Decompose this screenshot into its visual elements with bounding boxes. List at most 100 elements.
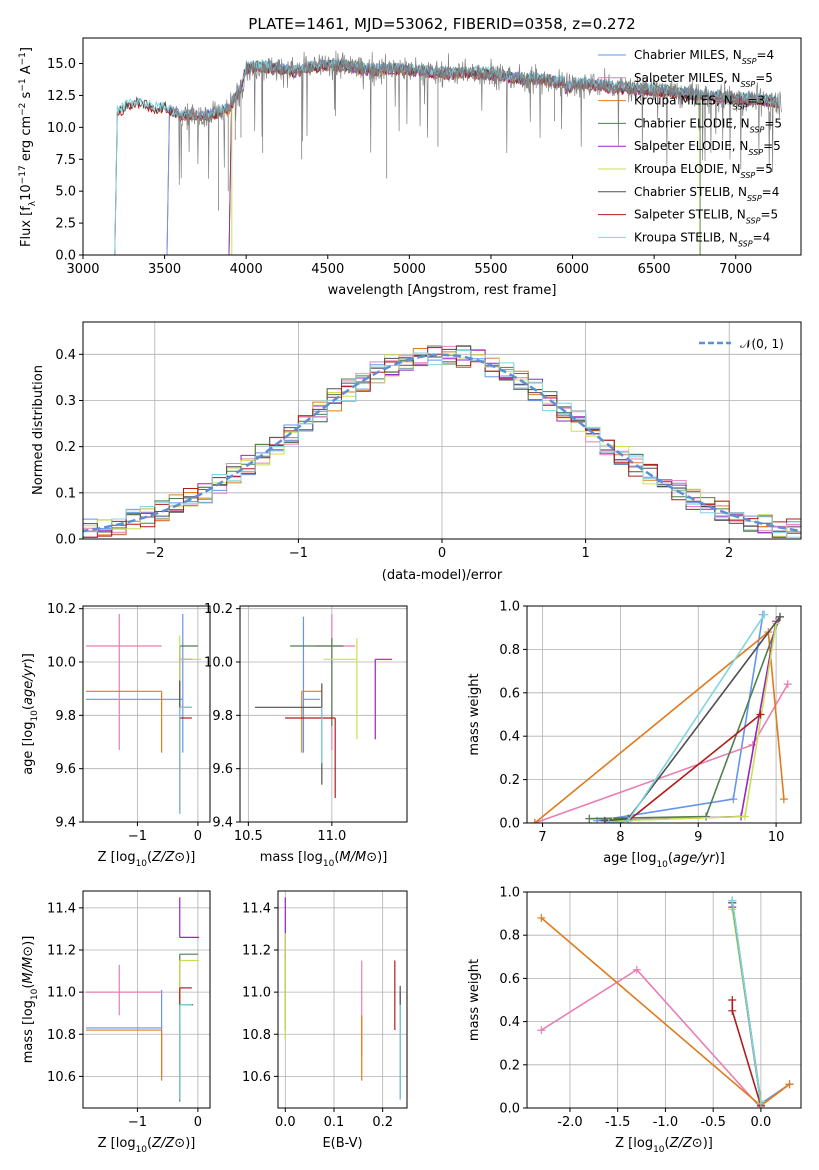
y-tick-label: 0.4 (55, 348, 76, 363)
spectrum-axes-frame (82, 37, 802, 256)
series-marker (728, 1006, 737, 1015)
series-marker (760, 610, 769, 619)
gauss-legend-label: 𝒩(0, 1) (740, 337, 784, 351)
y-tick-label: 0.6 (499, 686, 520, 701)
y-tick-label: 9.4 (55, 816, 76, 831)
weight-vs-metallicity-panel: -2.0 -1.5 -1.0 -0.5 0.0 0.0 0.2 0.4 0.6 0.8 1.0 Z [… (467, 886, 802, 1155)
series-marker (756, 1099, 765, 1108)
series-marker (740, 812, 749, 821)
legend-subscript: SSP (738, 239, 753, 248)
x-tick-label: 11.0 (317, 829, 346, 844)
y-tick-label: 10.0 (204, 656, 233, 671)
y-axis-label: Flux [fλ10−17 erg cm−2 s−1 A−1] (18, 47, 38, 247)
errorbar-kroupa-stelib (179, 706, 192, 814)
y-axis-label-part: −1 (18, 52, 28, 65)
x-tick-label: −1 (128, 1115, 147, 1130)
x-tick-label: -1.5 (605, 1115, 630, 1130)
y-axis-label-part: Flux [f (19, 206, 34, 247)
y-tick-label: 0.2 (499, 773, 520, 788)
label-subscript: 10 (323, 859, 335, 869)
label-text: )] (21, 936, 36, 946)
y-tick-label: 0.4 (499, 730, 520, 745)
y-tick-label: 10.0 (47, 121, 76, 136)
legend-count: =5 (755, 162, 773, 176)
label-text: ( (21, 705, 36, 710)
series-marker (785, 1080, 794, 1089)
errorbar-kroupa-miles (86, 690, 163, 753)
x-tick-label: -2.0 (557, 1115, 582, 1130)
label-text: mass [log (260, 850, 323, 865)
x-tick-label: 1 (581, 546, 589, 561)
y-axis-label-part: s (19, 91, 34, 102)
y-tick-label: 9.6 (212, 762, 233, 777)
axes-frame (526, 605, 802, 824)
axes-frame (526, 891, 802, 1109)
x-tick-label: 3500 (148, 262, 181, 277)
legend-label: Chabrier STELIB, NSSP=4 (634, 185, 779, 203)
observed-spectrum (174, 50, 782, 185)
x-axis-label: age [log10(age/yr)] (603, 851, 725, 870)
gaussian-curve (83, 353, 801, 533)
y-tick-label: 0.8 (499, 643, 520, 658)
y-tick-label: 10.6 (47, 1070, 76, 1085)
legend-count: =4 (762, 185, 780, 199)
x-tick-label: 0.2 (372, 1115, 393, 1130)
x-tick-label: 6000 (556, 262, 589, 277)
x-tick-label: 7000 (719, 262, 752, 277)
x-tick-label: 9 (694, 830, 702, 845)
y-tick-label: 11.0 (47, 986, 76, 1001)
x-tick-label: 0 (438, 546, 446, 561)
legend-subscript: SSP (742, 57, 757, 66)
label-text: )] (21, 653, 36, 663)
legend-label: Kroupa ELODIE, NSSP=5 (634, 162, 773, 180)
legend-imf: Chabrier (634, 185, 689, 199)
y-tick-label: 11.4 (242, 901, 271, 916)
y-axis-label: age [log10(age/yr)] (21, 653, 40, 775)
x-tick-label: 5500 (474, 262, 507, 277)
errorbar-chabrier-miles (86, 614, 184, 753)
y-axis-label-part: ] (19, 47, 34, 52)
grid (83, 891, 210, 1108)
y-tick-label: 12.5 (47, 89, 76, 104)
age-vs-mass-panel: 10.5 11.0 9.4 9.6 9.8 10.0 10.2 mass [log10(M/M… (204, 602, 408, 869)
series-marker (702, 812, 711, 821)
legend-library: MILES, N (688, 71, 740, 85)
series-marker (632, 965, 641, 974)
x-tick-label: -1.0 (653, 1115, 678, 1130)
legend-imf: Chabrier (634, 48, 689, 62)
label-text: )] (185, 850, 195, 865)
y-axis-label-part: −17 (18, 165, 28, 184)
series-kroupa-stelib (604, 610, 769, 823)
label-text: ( (665, 1136, 670, 1151)
x-tick-label: 5000 (393, 262, 426, 277)
label-text: Z [log (615, 1136, 653, 1151)
ticks: 10.5 11.0 9.4 9.6 9.8 10.0 10.2 (204, 602, 346, 844)
series-marker (537, 1026, 546, 1035)
y-tick-label: 0.2 (55, 440, 76, 455)
axes-frame (82, 890, 211, 1109)
label-italic: Z/Z⊙ (669, 1136, 703, 1151)
legend-label: Salpeter ELODIE, NSSP=5 (634, 139, 781, 157)
errorbar-salpeter-miles (86, 614, 162, 750)
y-tick-label: 0.8 (499, 929, 520, 944)
spectrum-panel: PLATE=1461, MJD=53062, FIBERID=0358, z=0… (18, 15, 802, 298)
axes-frame (277, 890, 408, 1109)
x-tick-label: −2 (145, 546, 164, 561)
y-tick-label: 9.8 (212, 709, 233, 724)
label-text: ( (334, 850, 339, 865)
y-axis-label-part: A (19, 65, 34, 78)
y-tick-label: 0.0 (499, 817, 520, 832)
legend-label: Chabrier ELODIE, NSSP=5 (634, 116, 782, 133)
label-text: )] (185, 1136, 195, 1151)
y-tick-label: 11.2 (242, 943, 271, 958)
x-axis-label: Z [log10(Z/Z⊙)] (98, 850, 196, 869)
y-tick-label: 0.4 (499, 1015, 520, 1030)
x-tick-label: 0.1 (324, 1115, 345, 1130)
label-subscript: 10 (136, 1145, 148, 1155)
x-tick-label: 8 (616, 830, 624, 845)
y-axis-label-part: λ (28, 200, 38, 206)
label-subscript: 10 (30, 988, 40, 1000)
label-text: ( (668, 851, 673, 866)
legend-count: =5 (763, 139, 781, 153)
errorbar-kroupa-stelib (179, 1004, 192, 1100)
